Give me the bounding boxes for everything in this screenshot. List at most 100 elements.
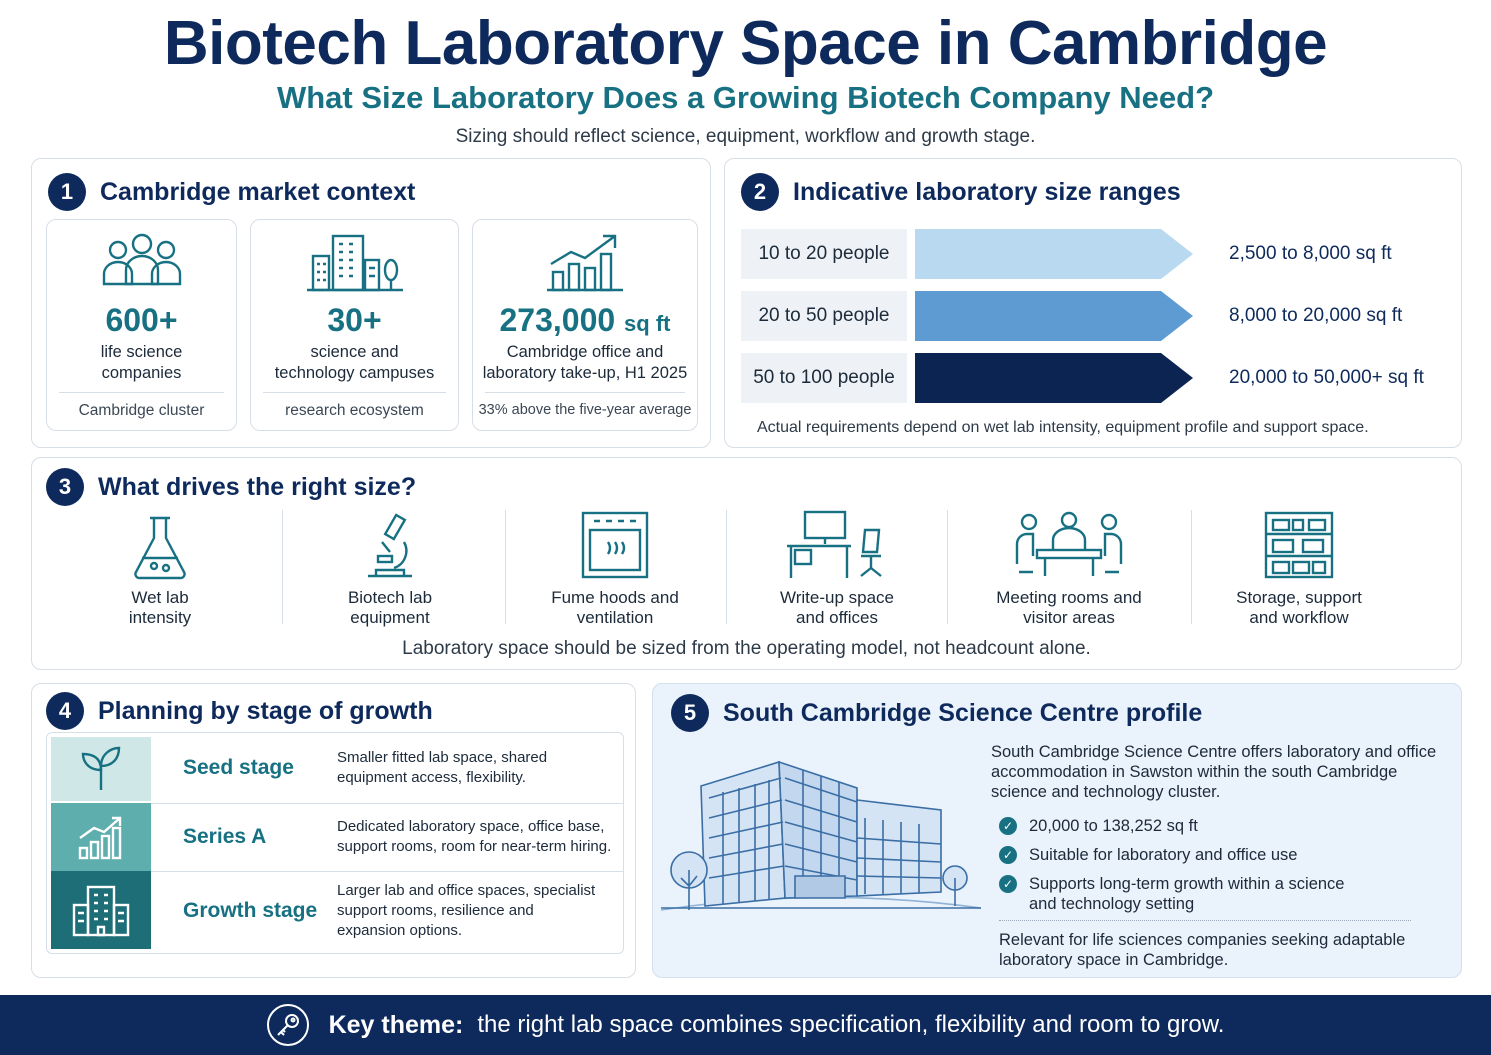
size-range-row: 10 to 20 people 2,500 to 8,000 sq ft	[741, 229, 1441, 279]
checkmark-icon: ✓	[999, 846, 1017, 864]
section-heading: 3 What drives the right size?	[46, 468, 416, 506]
driver-storage: Storage, support and workflow	[1204, 508, 1394, 628]
size-range-row: 50 to 100 people 20,000 to 50,000+ sq ft	[741, 353, 1441, 403]
range-headcount: 20 to 50 people	[741, 291, 907, 341]
range-size: 20,000 to 50,000+ sq ft	[1229, 367, 1424, 388]
section-divider	[999, 920, 1411, 921]
stage-description: Smaller fitted lab space, shared equipmen…	[337, 749, 548, 786]
stage-divider	[151, 871, 623, 872]
section-title: Cambridge market context	[100, 177, 416, 206]
stat-footer: 33% above the five-year average	[478, 402, 692, 418]
key-icon	[266, 1004, 309, 1046]
card-divider	[485, 392, 685, 393]
range-bar	[915, 229, 1195, 279]
stage-divider	[151, 803, 623, 804]
stat-value: 600+	[105, 302, 178, 338]
science-centre-building-illustration	[660, 758, 982, 928]
science-centre-intro: South Cambridge Science Centre offers la…	[991, 743, 1437, 801]
growth-stage-panel: 4 Planning by stage of growth Seed stage…	[31, 683, 636, 978]
stat-card-companies: 600+ life science companies Cambridge clu…	[46, 219, 237, 431]
range-bar	[915, 291, 1195, 341]
section-heading: 2 Indicative laboratory size ranges	[741, 173, 1181, 211]
section-number-badge: 4	[46, 692, 84, 730]
size-ranges-panel: 2 Indicative laboratory size ranges 10 t…	[724, 158, 1462, 448]
size-range-row: 20 to 50 people 8,000 to 20,000 sq ft	[741, 291, 1441, 341]
growth-chart-icon	[473, 232, 697, 294]
driver-label: Fume hoods and ventilation	[551, 588, 679, 627]
stat-footer: research ecosystem	[285, 402, 424, 419]
stat-card-campuses: 30+ science and technology campuses resea…	[250, 219, 459, 431]
driver-divider	[947, 510, 948, 624]
driver-divider	[726, 510, 727, 624]
market-context-panel: 1 Cambridge market context 600+ life sci…	[31, 158, 711, 448]
size-ranges-note: Actual requirements depend on wet lab in…	[757, 419, 1369, 436]
seedling-icon	[51, 737, 151, 801]
stat-description: science and technology campuses	[274, 343, 435, 382]
driver-label: Write-up space and offices	[779, 588, 894, 627]
desk-chair-icon	[742, 508, 932, 580]
driver-label: Meeting rooms and visitor areas	[996, 588, 1142, 627]
key-theme-label: Key theme:	[328, 1010, 464, 1039]
stage-description: Larger lab and office spaces, specialist…	[337, 882, 596, 939]
science-centre-footnote: Relevant for life sciences companies see…	[999, 931, 1406, 969]
stage-name: Series A	[183, 825, 267, 848]
check-item: ✓ Suitable for laboratory and office use	[999, 845, 1297, 865]
stat-value: 30+	[327, 302, 382, 338]
section-heading: 4 Planning by stage of growth	[46, 692, 433, 730]
meeting-table-icon	[962, 508, 1176, 580]
check-item: ✓ Supports long-term growth within a sci…	[999, 874, 1344, 914]
card-divider	[263, 392, 446, 393]
people-group-icon	[47, 232, 236, 294]
section-number-badge: 3	[46, 468, 84, 506]
section-title: South Cambridge Science Centre profile	[723, 698, 1203, 727]
driver-meeting-rooms: Meeting rooms and visitor areas	[962, 508, 1176, 628]
key-theme-banner: Key theme: the right lab space combines …	[0, 995, 1491, 1055]
page-tagline: Sizing should reflect science, equipment…	[455, 126, 1036, 147]
office-building-icon	[51, 871, 151, 949]
check-item: ✓ 20,000 to 138,252 sq ft	[999, 816, 1198, 836]
section-number-badge: 5	[671, 694, 709, 732]
stage-name: Seed stage	[183, 756, 294, 779]
stage-row-seed: Seed stage Smaller fitted lab space, sha…	[47, 733, 623, 803]
driver-divider	[505, 510, 506, 624]
page-title: Biotech Laboratory Space in Cambridge	[163, 9, 1328, 78]
section-heading: 1 Cambridge market context	[48, 173, 415, 211]
fume-hood-icon	[520, 508, 710, 580]
section-title: Planning by stage of growth	[98, 696, 433, 725]
driver-wet-lab: Wet lab intensity	[70, 508, 250, 628]
checkmark-icon: ✓	[999, 817, 1017, 835]
driver-label: Storage, support and workflow	[1236, 588, 1362, 627]
stage-name: Growth stage	[183, 899, 318, 922]
page-subtitle: What Size Laboratory Does a Growing Biot…	[276, 80, 1215, 115]
stat-description: Cambridge office and laboratory take-up, …	[482, 343, 688, 382]
check-text: 20,000 to 138,252 sq ft	[1029, 817, 1198, 835]
size-drivers-note: Laboratory space should be sized from th…	[402, 638, 1091, 659]
stage-row-growth: Growth stage Larger lab and office space…	[47, 871, 623, 953]
section-number-badge: 1	[48, 173, 86, 211]
bar-growth-icon	[51, 803, 151, 871]
key-theme-text: the right lab space combines specificati…	[477, 1011, 1225, 1038]
stat-value: 273,000 sq ft	[499, 302, 671, 338]
storage-shelves-icon	[1204, 508, 1394, 580]
stat-card-take-up: 273,000 sq ft Cambridge office and labora…	[472, 219, 698, 431]
campus-buildings-icon	[251, 232, 458, 294]
driver-fume-hoods: Fume hoods and ventilation	[520, 508, 710, 628]
driver-write-up: Write-up space and offices	[742, 508, 932, 628]
range-headcount: 50 to 100 people	[741, 353, 907, 403]
section-number-badge: 2	[741, 173, 779, 211]
section-title: What drives the right size?	[98, 472, 417, 501]
driver-equipment: Biotech lab equipment	[300, 508, 480, 628]
driver-label: Wet lab intensity	[128, 588, 192, 627]
driver-divider	[1191, 510, 1192, 624]
stat-footer: Cambridge cluster	[78, 402, 205, 419]
range-size: 8,000 to 20,000 sq ft	[1229, 305, 1403, 326]
stage-description: Dedicated laboratory space, office base,…	[337, 818, 612, 855]
driver-divider	[282, 510, 283, 624]
section-heading: 5 South Cambridge Science Centre profile	[671, 694, 1202, 732]
science-centre-panel: 5 South Cambridge Science Centre profile…	[652, 683, 1462, 978]
size-drivers-panel: 3 What drives the right size? Wet lab int…	[31, 457, 1462, 670]
flask-icon	[70, 508, 250, 580]
range-size: 2,500 to 8,000 sq ft	[1229, 243, 1392, 264]
checkmark-icon: ✓	[999, 875, 1017, 893]
section-title: Indicative laboratory size ranges	[793, 177, 1181, 206]
